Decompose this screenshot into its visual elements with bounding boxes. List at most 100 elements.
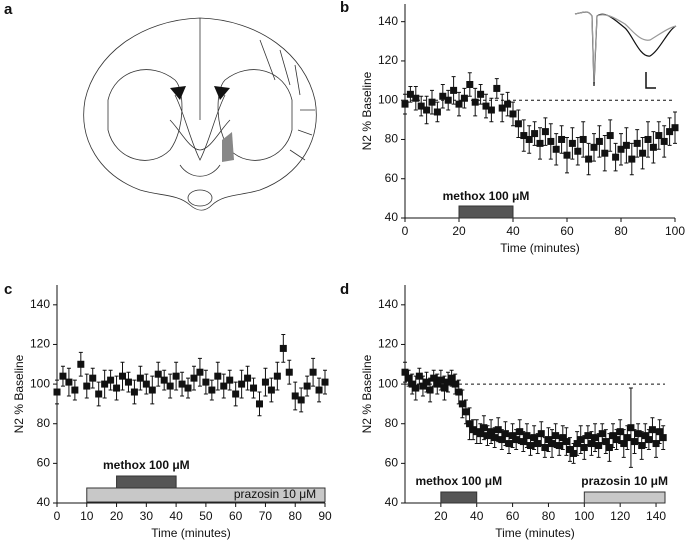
marker [450, 86, 458, 94]
data-point [552, 133, 560, 166]
brain-section [83, 17, 317, 211]
x-tick-label: 50 [199, 509, 213, 523]
marker [166, 382, 174, 390]
marker [570, 449, 578, 457]
data-point [498, 429, 506, 450]
marker [124, 378, 132, 386]
marker [65, 378, 73, 386]
marker [483, 432, 491, 440]
data-point [178, 371, 186, 397]
data-point [547, 123, 555, 160]
data-point [659, 425, 667, 450]
marker [178, 380, 186, 388]
data-point [184, 377, 192, 399]
data-point [631, 429, 639, 454]
marker [238, 380, 246, 388]
marker [514, 120, 522, 128]
marker [595, 442, 603, 450]
data-point [493, 78, 501, 99]
data-point [536, 127, 544, 160]
y-tick-label: 100 [378, 376, 398, 390]
x-tick-label: 60 [560, 224, 574, 238]
marker [655, 132, 663, 140]
marker [480, 424, 488, 432]
data-point [439, 83, 447, 109]
data-point [190, 365, 198, 391]
marker [220, 382, 228, 390]
data-point [487, 97, 495, 123]
data-point [482, 93, 490, 119]
marker [530, 434, 538, 442]
marker [552, 145, 560, 153]
marker [426, 386, 434, 394]
data-point [520, 119, 528, 152]
data-point [417, 95, 425, 117]
marker [527, 442, 535, 450]
data-point [579, 121, 587, 158]
data-point [71, 379, 79, 401]
marker [412, 384, 420, 392]
marker [107, 376, 115, 384]
marker [315, 386, 323, 394]
marker [525, 135, 533, 143]
marker [226, 376, 234, 384]
data-point [606, 119, 614, 152]
data-point [440, 375, 448, 401]
data-point [660, 125, 668, 158]
x-tick-label: 120 [610, 509, 630, 523]
marker [563, 151, 571, 159]
data-point [574, 137, 582, 166]
marker [423, 378, 431, 386]
data-point [595, 125, 603, 158]
marker [71, 386, 79, 394]
marker [591, 434, 599, 442]
marker [547, 137, 555, 145]
marker [498, 104, 506, 112]
marker [580, 444, 588, 452]
data-point [531, 121, 539, 146]
marker [408, 380, 416, 388]
treatment-bar [116, 475, 177, 489]
marker [95, 390, 103, 398]
marker [505, 440, 513, 448]
marker [541, 128, 549, 136]
marker [273, 372, 281, 380]
marker [645, 436, 653, 444]
data-point [483, 425, 491, 447]
marker [202, 378, 210, 386]
marker [142, 380, 150, 388]
data-point [638, 431, 646, 460]
data-point [541, 117, 549, 146]
data-point [548, 429, 556, 458]
treatment-bar [440, 491, 478, 504]
data-point [315, 377, 323, 403]
data-point [566, 437, 574, 462]
data-point [587, 431, 595, 456]
marker [638, 442, 646, 450]
marker [491, 434, 499, 442]
marker [119, 372, 127, 380]
y-tick-label: 120 [378, 337, 398, 351]
marker [419, 382, 427, 390]
data-point [202, 369, 210, 395]
marker [595, 137, 603, 145]
marker [633, 139, 641, 147]
panel-label: d [340, 281, 349, 298]
marker [101, 380, 109, 388]
data-point [255, 391, 263, 417]
data-point [509, 423, 517, 449]
data-point [601, 135, 609, 172]
x-tick-label: 100 [665, 224, 685, 238]
marker [469, 426, 477, 434]
marker [537, 430, 545, 438]
data-point [519, 431, 527, 452]
data-point [466, 72, 474, 97]
data-point [666, 117, 674, 146]
marker [590, 143, 598, 151]
data-point [406, 85, 414, 103]
data-point [214, 361, 222, 391]
data-point [649, 131, 657, 164]
data-point [95, 381, 103, 407]
marker [627, 424, 635, 432]
data-point [633, 129, 641, 158]
